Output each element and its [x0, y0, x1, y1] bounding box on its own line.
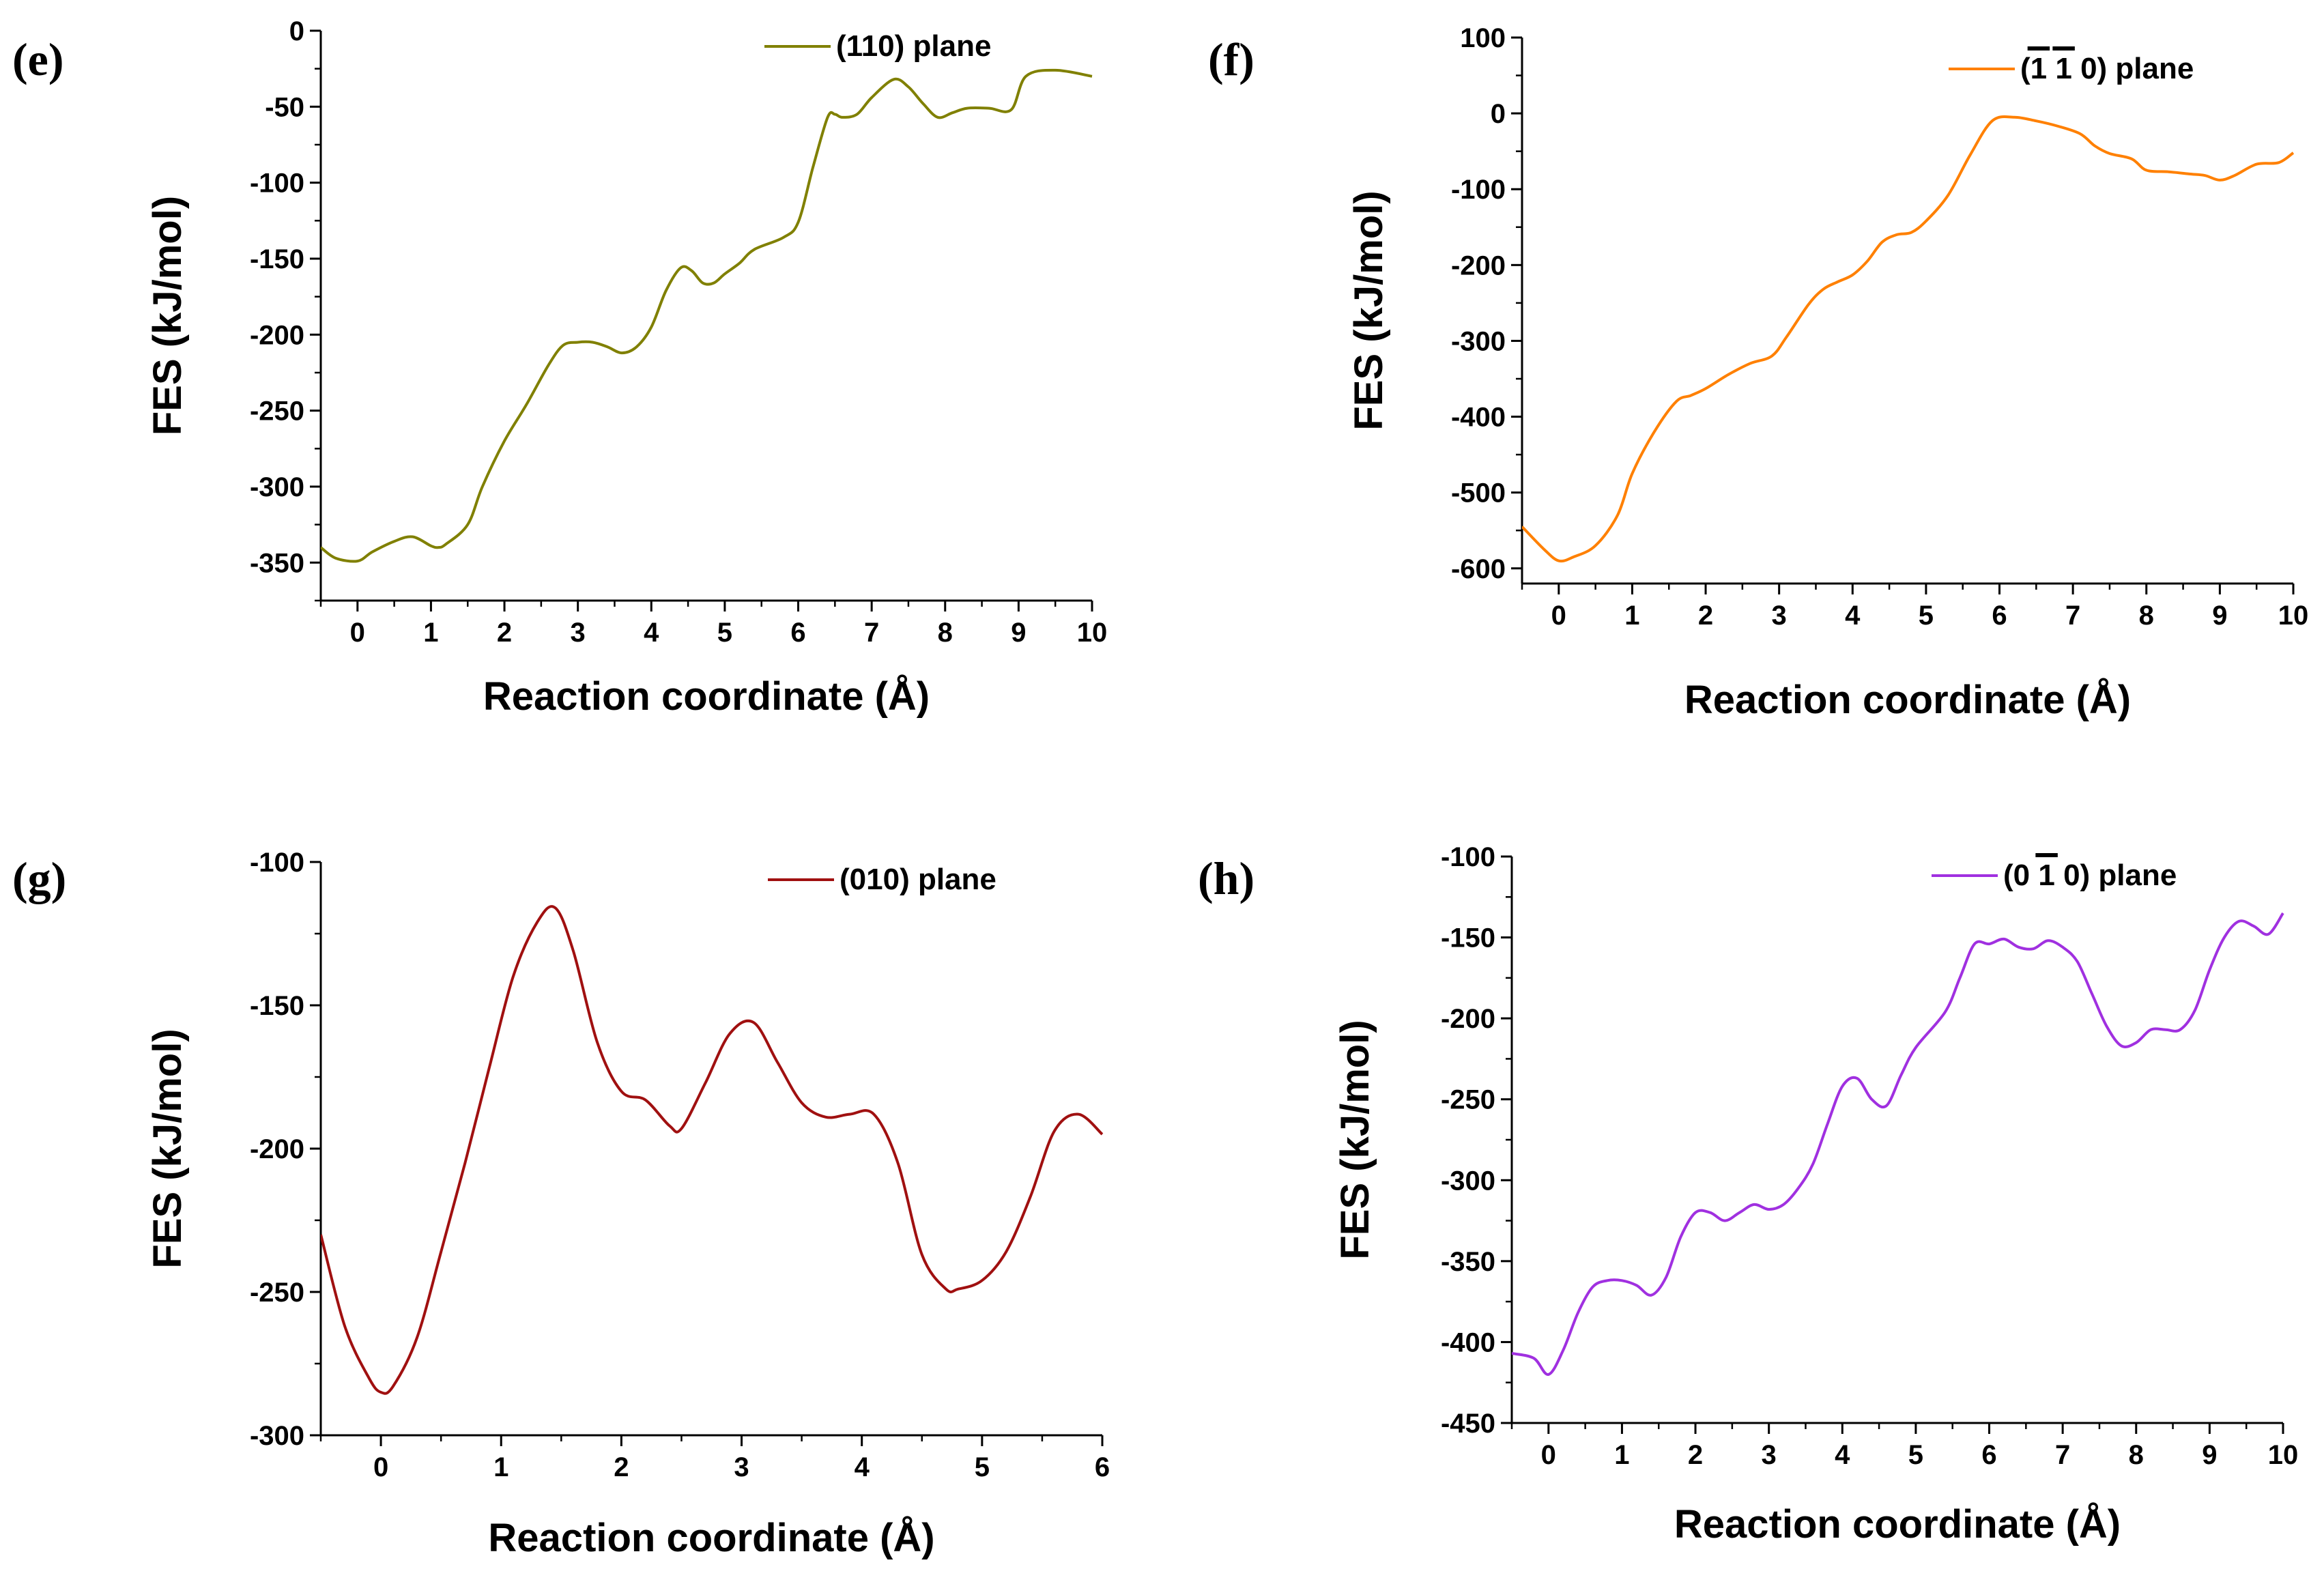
y-tick-label: -100: [250, 169, 304, 199]
y-tick-label: -500: [1451, 478, 1506, 508]
y-axis-title: FES (kJ/mol): [145, 1029, 190, 1268]
x-tick-label: 10: [2268, 1440, 2299, 1470]
x-tick-label: 6: [1992, 601, 2007, 631]
series-line: [321, 905, 1104, 1395]
x-axis-title: Reaction coordinate (Å): [483, 674, 930, 719]
chart-panel-f: (f) 100 0 -100 -200 -300 -400 -500 -600 0 1 2 3 4 5 6 7 8…: [1208, 23, 2308, 722]
y-tick-label: -150: [1441, 923, 1495, 953]
x-tick-label: 8: [2129, 1440, 2144, 1470]
chart-panel-e: (e) 0 -50 -100 -150 -200 -250 -300 -350 0 1 2 3 4 5 6 7 8…: [12, 16, 1107, 719]
x-tick-label: 4: [1845, 601, 1861, 631]
x-tick-label: 10: [1077, 618, 1108, 648]
x-tick-label: 0: [350, 618, 365, 648]
x-axis-title: Reaction coordinate (Å): [488, 1516, 934, 1560]
x-tick-label: 2: [1688, 1440, 1703, 1470]
x-tick-label: 7: [2055, 1440, 2070, 1470]
x-tick-label: 1: [1624, 601, 1639, 631]
x-tick-label: 2: [1698, 601, 1713, 631]
y-tick-label: -350: [250, 548, 304, 578]
y-tick-label: -150: [250, 244, 304, 274]
panel-letter: (g): [12, 852, 66, 904]
y-tick-label: -150: [250, 991, 304, 1021]
y-tick-label: -300: [1451, 326, 1506, 356]
y-tick-label: -300: [250, 472, 304, 502]
x-tick-label: 0: [373, 1452, 388, 1482]
y-tick-label: -100: [1441, 842, 1495, 872]
x-tick-label: 6: [1095, 1452, 1110, 1482]
x-tick-label: 1: [1614, 1440, 1629, 1470]
x-tick-label: 0: [1541, 1440, 1556, 1470]
x-tick-label: 2: [614, 1452, 629, 1482]
panel-letter: (h): [1198, 852, 1254, 904]
y-tick-label: 0: [289, 16, 304, 46]
x-axis-title: Reaction coordinate (Å): [1684, 678, 2131, 722]
y-tick-label: -50: [265, 92, 304, 122]
x-tick-label: 5: [975, 1452, 990, 1482]
y-tick-label: 100: [1460, 23, 1506, 53]
x-tick-label: 1: [493, 1452, 508, 1482]
x-axis-title: Reaction coordinate (Å): [1674, 1502, 2121, 1547]
x-tick-label: 9: [1011, 618, 1026, 648]
panel-letter: (e): [12, 33, 63, 85]
x-tick-label: 0: [1551, 601, 1566, 631]
series-line: [321, 68, 1093, 563]
x-tick-label: 3: [1762, 1440, 1777, 1470]
legend-label: (1 1 0) plane: [2020, 52, 2194, 85]
x-tick-label: 3: [571, 618, 586, 648]
y-tick-label: -350: [1441, 1247, 1495, 1277]
y-tick-label: -250: [1441, 1085, 1495, 1115]
series-line: [1522, 115, 2295, 563]
y-tick-label: -100: [250, 848, 304, 878]
panel-letter: (f): [1208, 33, 1254, 85]
chart-panel-g: (g) -100 -150 -200 -250 -300 0 1 2 3 4 5 6 Reaction c…: [12, 848, 1110, 1560]
y-tick-label: -200: [1451, 250, 1506, 281]
x-tick-label: 2: [497, 618, 512, 648]
x-tick-label: 5: [1908, 1440, 1923, 1470]
x-tick-label: 5: [1919, 601, 1934, 631]
y-tick-label: -300: [1441, 1166, 1495, 1196]
y-tick-label: -300: [250, 1421, 304, 1451]
y-tick-label: 0: [1491, 99, 1506, 129]
x-tick-label: 6: [790, 618, 805, 648]
series-line: [1512, 912, 2284, 1376]
legend-label: (110) plane: [836, 29, 991, 63]
y-tick-label: -600: [1451, 554, 1506, 584]
y-tick-label: -250: [250, 397, 304, 427]
x-tick-label: 5: [717, 618, 732, 648]
x-tick-label: 7: [2065, 601, 2080, 631]
y-axis-title: FES (kJ/mol): [1347, 190, 1391, 430]
y-tick-label: -250: [250, 1278, 304, 1308]
x-tick-label: 1: [423, 618, 438, 648]
chart-panel-h: (h) -100 -150 -200 -250 -300 -350 -400 -450 0 1 2 3 4…: [1198, 842, 2298, 1547]
y-tick-label: -450: [1441, 1409, 1495, 1439]
x-tick-label: 9: [2202, 1440, 2217, 1470]
x-tick-label: 8: [2139, 601, 2154, 631]
x-tick-label: 8: [938, 618, 953, 648]
x-tick-label: 10: [2278, 601, 2309, 631]
x-tick-label: 4: [855, 1452, 870, 1482]
y-axis-title: FES (kJ/mol): [145, 196, 190, 435]
x-tick-label: 3: [734, 1452, 749, 1482]
legend-label: (010) plane: [840, 863, 996, 896]
x-tick-label: 7: [864, 618, 879, 648]
y-tick-label: -200: [250, 1134, 304, 1164]
x-tick-label: 6: [1981, 1440, 1996, 1470]
y-tick-label: -400: [1451, 403, 1506, 433]
x-tick-label: 9: [2212, 601, 2227, 631]
y-tick-label: -200: [1441, 1004, 1495, 1034]
y-tick-label: -100: [1451, 175, 1506, 205]
y-tick-label: -400: [1441, 1327, 1495, 1357]
x-tick-label: 3: [1772, 601, 1787, 631]
x-tick-label: 4: [644, 618, 659, 648]
x-tick-label: 4: [1835, 1440, 1850, 1470]
legend-label: (0 1 0) plane: [2003, 859, 2177, 892]
y-tick-label: -200: [250, 320, 304, 350]
y-axis-title: FES (kJ/mol): [1333, 1020, 1377, 1259]
